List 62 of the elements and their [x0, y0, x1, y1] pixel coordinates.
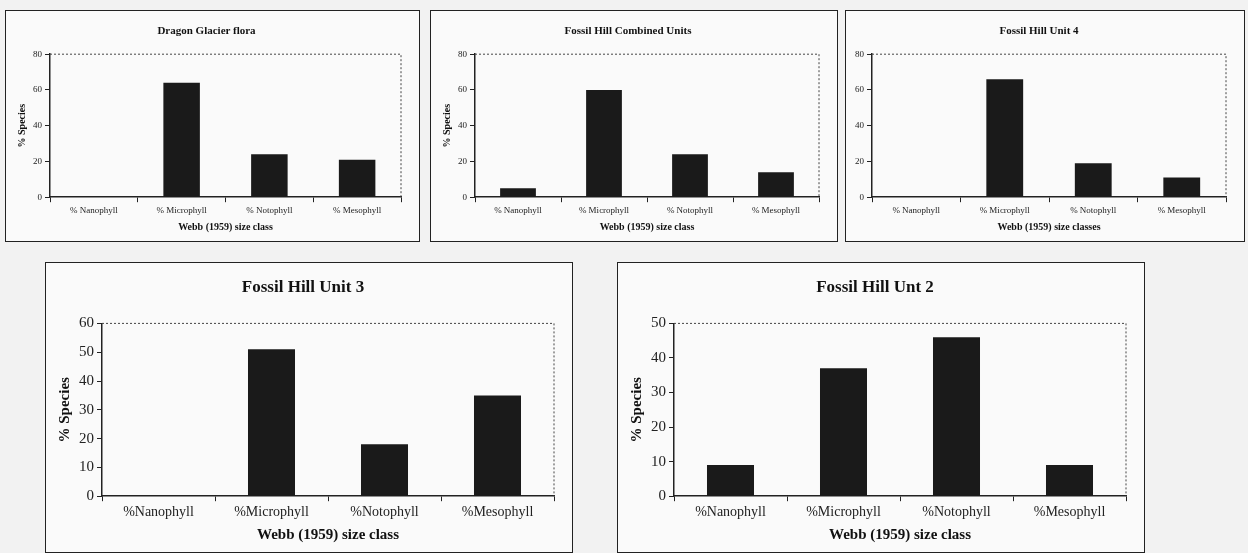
chart-title: Fossil Hill Unit 4 — [999, 24, 1080, 37]
x-tick-label: % Microphyll — [979, 204, 1031, 215]
x-tick-label: %Microphyll — [234, 504, 309, 520]
x-tick-label: %Notophyll — [350, 504, 419, 520]
x-tick-label: % Nanophyll — [70, 204, 119, 215]
y-tick-label: 10 — [79, 458, 94, 475]
y-tick-label: 40 — [855, 120, 865, 131]
y-tick-label: 20 — [651, 418, 666, 435]
x-tick-label: % Notophyll — [666, 204, 714, 215]
y-tick-label: 0 — [86, 487, 94, 504]
x-tick-label: % Microphyll — [578, 204, 630, 215]
y-tick-label: 60 — [855, 84, 865, 95]
chart-title: Fossil Hill Combined Units — [564, 24, 693, 37]
x-axis-title: Webb (1959) size class — [178, 220, 273, 233]
y-axis-title: % Species — [15, 103, 27, 148]
x-tick-label: % Mesophyll — [751, 204, 801, 215]
y-tick-label: 20 — [33, 155, 43, 166]
y-tick-label: 40 — [79, 371, 94, 388]
y-tick-label: 40 — [458, 120, 468, 131]
x-tick-label: %Microphyll — [806, 504, 881, 520]
y-tick-label: 40 — [33, 120, 43, 131]
y-tick-label: 20 — [79, 429, 94, 446]
y-tick-label: 50 — [79, 343, 94, 360]
x-tick-label: % Mesophyll — [1157, 204, 1207, 215]
x-tick-label: % Mesophyll — [333, 204, 382, 215]
x-tick-label: %Mesophyll — [461, 504, 534, 520]
y-axis-title: % Species — [627, 376, 644, 443]
chart-title: Fossil Hill Unt 2 — [816, 276, 934, 296]
y-tick-label: 20 — [458, 155, 468, 166]
y-tick-label: 10 — [651, 452, 666, 469]
y-tick-label: 30 — [651, 383, 666, 400]
y-tick-label: 60 — [33, 84, 43, 95]
x-tick-label: %Mesophyll — [1033, 504, 1106, 520]
y-tick-label: 60 — [458, 84, 468, 95]
x-axis-title: Webb (1959) size classes — [997, 220, 1101, 233]
x-tick-label: %Notophyll — [922, 504, 991, 520]
y-axis-title: % Species — [55, 376, 72, 443]
y-axis-title: % Species — [440, 103, 452, 148]
x-axis-title: Webb (1959) size class — [599, 220, 695, 233]
y-tick-label: 30 — [79, 400, 94, 417]
x-tick-label: % Notophyll — [1070, 204, 1117, 215]
x-tick-label: % Nanophyll — [494, 204, 543, 215]
y-tick-label: 40 — [651, 348, 666, 365]
y-tick-label: 80 — [33, 48, 43, 59]
x-tick-label: %Nanophyll — [123, 504, 194, 520]
y-tick-label: 80 — [458, 48, 468, 59]
y-tick-label: 0 — [658, 487, 666, 504]
x-axis-title: Webb (1959) size class — [256, 525, 400, 543]
y-tick-label: 0 — [859, 191, 865, 202]
chart-title: Fossil Hill Unit 3 — [241, 276, 365, 296]
x-tick-label: % Nanophyll — [892, 204, 941, 215]
x-tick-label: %Nanophyll — [695, 504, 766, 520]
x-tick-label: % Notophyll — [246, 204, 293, 215]
x-axis-title: Webb (1959) size class — [828, 525, 972, 543]
y-tick-label: 0 — [37, 191, 43, 202]
y-tick-label: 80 — [855, 48, 865, 59]
y-tick-label: 0 — [462, 191, 468, 202]
x-tick-label: % Microphyll — [156, 204, 208, 215]
y-tick-label: 20 — [855, 155, 865, 166]
y-tick-label: 50 — [651, 314, 666, 331]
y-tick-label: 60 — [79, 314, 94, 331]
chart-title: Dragon Glacier flora — [157, 24, 257, 37]
